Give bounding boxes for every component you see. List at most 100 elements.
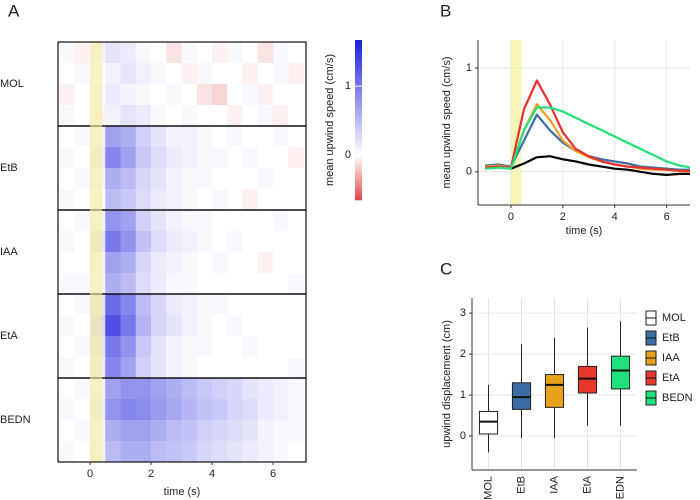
heat-cell [242, 378, 259, 400]
heat-cell [105, 231, 121, 253]
heat-cell [288, 399, 304, 421]
legend-label: MOL [662, 312, 686, 324]
heat-cell [74, 315, 91, 337]
heat-cell [242, 105, 259, 127]
y-tick-label: 2 [460, 348, 466, 360]
heat-cell [166, 126, 182, 148]
heat-cell [196, 231, 213, 253]
heat-cell [151, 168, 167, 190]
x-tick-label: IAA [548, 475, 560, 493]
heat-cell [288, 420, 304, 442]
heat-cell [257, 105, 274, 127]
legend-label: BEDN [662, 392, 693, 404]
heat-cell [227, 252, 243, 274]
heat-cell [273, 336, 289, 358]
heat-cell [74, 231, 91, 253]
heat-cell [105, 168, 121, 190]
heat-cell [135, 399, 152, 421]
heat-cell [257, 147, 274, 169]
heat-cell [227, 378, 243, 400]
heat-cell [227, 210, 243, 232]
heat-cell [242, 147, 259, 169]
colorbar-step [355, 197, 362, 201]
heat-cell [288, 231, 304, 253]
x-tick-label: 6 [664, 211, 670, 223]
colorbar-step [355, 69, 362, 73]
heat-cell [257, 441, 274, 463]
colorbar-tick-label: 1 [345, 80, 351, 92]
panel-letter: A [8, 1, 20, 20]
colorbar-step [355, 53, 362, 57]
heat-cell [120, 84, 137, 106]
series-line [484, 79, 690, 172]
box [511, 382, 532, 410]
row-group-label: IAA [0, 246, 18, 258]
heat-cell [120, 126, 137, 148]
heat-cell [181, 63, 198, 85]
colorbar-step [355, 45, 362, 49]
heat-cell [257, 273, 274, 295]
heat-cell [257, 420, 274, 442]
heat-cell [166, 315, 182, 337]
colorbar-step [355, 98, 362, 102]
heat-cell [273, 315, 289, 337]
series-line [485, 155, 690, 176]
heat-cell [151, 441, 167, 463]
heat-cell [273, 147, 289, 169]
heat-cell [212, 210, 228, 232]
colorbar-step [355, 176, 362, 179]
heat-cell [242, 168, 259, 190]
heat-cell [135, 315, 152, 337]
heat-cell [242, 273, 259, 295]
heat-cell [288, 210, 304, 232]
heat-cell [181, 231, 198, 253]
heat-cell [242, 63, 259, 85]
heat-cell [181, 378, 198, 400]
heat-cell [74, 357, 91, 379]
heat-cell [59, 294, 76, 316]
heat-cell [74, 399, 91, 421]
colorbar-step [355, 90, 362, 94]
heat-cell [273, 441, 289, 463]
heat-cell [273, 357, 289, 379]
heat-cell [74, 105, 91, 127]
y-axis-label: mean upwind speed (cm/s) [441, 56, 453, 188]
colorbar-step [355, 48, 362, 51]
colorbar-step [355, 170, 362, 174]
heat-cell [257, 42, 274, 64]
panel-letter: C [440, 259, 452, 278]
y-tick-label: 0 [460, 430, 466, 442]
heat-cell [166, 378, 182, 400]
heat-cell [151, 399, 167, 421]
heat-cell [273, 126, 289, 148]
colorbar-step [355, 50, 362, 54]
colorbar-step [355, 192, 362, 195]
colorbar-step [355, 96, 362, 99]
heat-cell [59, 63, 76, 85]
heat-cell [288, 336, 304, 358]
heat-cell [273, 42, 289, 64]
heat-cell [196, 336, 213, 358]
colorbar-step [355, 88, 362, 91]
colorbar-step [355, 138, 362, 142]
heat-cell [181, 357, 198, 379]
colorbar-step [355, 106, 362, 110]
colorbar-step [355, 125, 362, 129]
heat-cell [227, 105, 243, 127]
heat-cell [212, 420, 228, 442]
colorbar-step [355, 184, 362, 187]
heat-cell [166, 357, 182, 379]
stimulus-band [90, 42, 103, 462]
colorbar-step [355, 61, 362, 65]
heat-cell [227, 315, 243, 337]
heat-cell [273, 210, 289, 232]
heat-cell [212, 231, 228, 253]
heat-cell [212, 294, 228, 316]
heat-cell [166, 231, 182, 253]
colorbar-step [355, 74, 362, 78]
heat-cell [273, 84, 289, 106]
heat-cell [151, 210, 167, 232]
row-group-label: BEDN [0, 414, 31, 426]
heat-cell [120, 399, 137, 421]
